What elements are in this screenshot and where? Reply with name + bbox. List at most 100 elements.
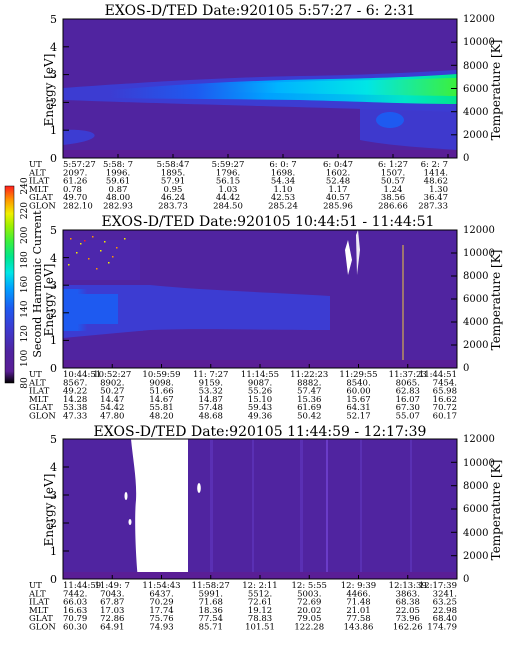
table-cell: 12:13:39 (389, 581, 427, 591)
table-cell: 10:52:27 (93, 370, 131, 380)
panel-1-heatmap (63, 19, 457, 158)
table-cell: 60.30 (63, 623, 87, 633)
table-cell: 122.28 (294, 623, 324, 633)
colorbar-tick: 200 (20, 226, 30, 243)
table-cell: 60.17 (433, 412, 457, 422)
table-cell: 49.22 (63, 387, 87, 397)
table-cell: 47.33 (63, 412, 87, 422)
table-cell: 55.07 (396, 412, 420, 422)
table-cell: 38.56 (381, 193, 405, 203)
table-cell: 8882. (297, 378, 321, 388)
table-cell: 64.31 (346, 403, 370, 413)
y2-tick: 8000 (463, 481, 488, 492)
table-cell: 52.48 (326, 177, 350, 187)
table-cell: 50.27 (100, 387, 124, 397)
table-cell: 77.54 (199, 614, 223, 624)
table-cell: 51.66 (149, 387, 173, 397)
panel-1-blob (376, 112, 404, 128)
table-cell: 48.62 (424, 177, 448, 187)
table-row-label: GLAT (29, 403, 53, 413)
panel-3-yaxis: 0 1 2 3 4 5 (50, 433, 69, 586)
table-cell: 12: 5:55 (292, 581, 327, 591)
table-cell: 101.51 (245, 623, 275, 633)
table-cell: 15.10 (248, 395, 272, 405)
y2-tick: 8000 (463, 271, 488, 282)
table-cell: 282.10 (63, 202, 93, 212)
table-cell: 49.70 (63, 193, 87, 203)
y2-tick: 12000 (463, 434, 495, 445)
table-cell: 6: 2: 7 (421, 160, 448, 170)
y2-tick: 10000 (463, 248, 495, 259)
table-cell: 53.32 (199, 387, 223, 397)
panel-3-table: UTALTILATMLTGLATGLON11:44:597442.66.0316… (28, 575, 458, 633)
table-cell: 68.38 (396, 598, 420, 608)
y2-tick: 2000 (463, 130, 488, 141)
panel-1-title: EXOS-D/TED Date:920105 5:57:27 - 6: 2:31 (105, 3, 416, 19)
panel-3-heatmap (63, 439, 457, 579)
y2-tick: 12000 (463, 225, 495, 236)
panel-1-patch-left (63, 129, 95, 145)
table-row-label: ALT (28, 589, 46, 599)
table-cell: 36.47 (424, 193, 448, 203)
colorbar-tick: 120 (20, 325, 30, 342)
table-cell: 73.96 (396, 614, 420, 624)
y-tick: 3 (50, 489, 57, 502)
panel-1-band-core (200, 78, 457, 96)
panel-2-band-hot (63, 294, 118, 324)
table-cell: 283.73 (158, 202, 188, 212)
table-cell: 70.72 (433, 403, 457, 413)
table-cell: 1.10 (274, 185, 293, 195)
table-cell: 11:44:59 (63, 581, 101, 591)
y2-tick: 12000 (463, 14, 495, 25)
y2-tick: 10000 (463, 458, 495, 469)
table-cell: 50.57 (381, 177, 405, 187)
colorbar-label: Second Harmonic Current (31, 210, 44, 358)
table-cell: 54.42 (100, 403, 124, 413)
table-cell: 1602. (326, 168, 350, 178)
table-cell: 3863. (396, 589, 420, 599)
table-cell: 53.38 (63, 403, 87, 413)
table-row-label: ILAT (29, 387, 50, 397)
panel-3-title: EXOS-D/TED Date:920105 11:44:59 - 12:17:… (94, 424, 427, 440)
panel-3-y2axis: 0 2000 4000 6000 8000 10000 12000 (451, 434, 495, 585)
table-cell: 68.40 (433, 614, 457, 624)
table-cell: 14.67 (149, 395, 173, 405)
table-cell: 11:14:55 (241, 370, 279, 380)
table-cell: 72.61 (248, 598, 272, 608)
table-cell: 79.05 (297, 614, 321, 624)
y2-tick: 6000 (463, 294, 488, 305)
y-tick: 0 (50, 573, 57, 586)
table-cell: 66.03 (63, 598, 87, 608)
table-cell: 59.61 (106, 177, 130, 187)
table-cell: 5003. (297, 589, 321, 599)
y2-tick: 8000 (463, 61, 488, 72)
table-cell: 5:57:27 (63, 160, 96, 170)
table-cell: 8540. (346, 378, 370, 388)
table-cell: 11:49: 7 (95, 581, 130, 591)
table-cell: 49.36 (248, 412, 272, 422)
table-cell: 22.05 (396, 606, 420, 616)
table-cell: 56.15 (216, 177, 240, 187)
table-cell: 16.62 (433, 395, 457, 405)
y-tick: 4 (50, 252, 57, 265)
panel-3-fleck (128, 519, 132, 525)
table-row-label: UT (29, 160, 42, 170)
panel-3-saturated-region (131, 439, 188, 579)
colorbar-tick: 100 (20, 350, 30, 367)
y-tick: 5 (50, 433, 57, 446)
table-cell: 11:54:43 (142, 581, 180, 591)
table-cell: 10:59:59 (142, 370, 180, 380)
table-cell: 57.48 (199, 403, 223, 413)
colorbar: 80 100 120 140 160 180 200 220 240 Second Harmon… (4, 177, 44, 389)
table-cell: 72.69 (297, 598, 321, 608)
table-cell: 8902. (100, 378, 124, 388)
table-cell: 5512. (248, 589, 272, 599)
y-tick: 1 (50, 124, 57, 137)
y-tick: 2 (50, 307, 57, 320)
colorbar-tick: 80 (20, 377, 30, 389)
table-cell: 10:44:51 (63, 370, 101, 380)
table-cell: 50.42 (297, 412, 321, 422)
table-cell: 71.68 (199, 598, 223, 608)
table-cell: 15.67 (346, 395, 370, 405)
